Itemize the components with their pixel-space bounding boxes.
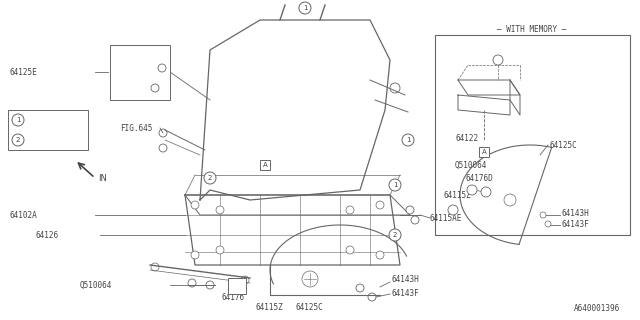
Text: IN: IN [98,173,107,182]
Circle shape [188,279,196,287]
Circle shape [504,194,516,206]
Circle shape [346,206,354,214]
Text: 1: 1 [406,137,410,143]
Text: Q510064: Q510064 [455,161,488,170]
Text: 64143F: 64143F [392,290,420,299]
Text: 64115Z: 64115Z [444,190,472,199]
Text: 64122: 64122 [455,133,478,142]
Circle shape [390,83,400,93]
Text: 64143H: 64143H [562,209,589,218]
Circle shape [540,212,546,218]
Text: 2: 2 [208,175,212,181]
Text: 64102A: 64102A [10,211,38,220]
Text: Q510064: Q510064 [80,281,113,290]
Text: Q710007: Q710007 [32,117,61,123]
Circle shape [368,293,376,301]
Text: 1: 1 [393,182,397,188]
Circle shape [158,64,166,72]
Text: 2: 2 [393,232,397,238]
Circle shape [406,206,414,214]
Text: 64125C: 64125C [550,140,578,149]
Circle shape [356,284,364,292]
Text: 64176: 64176 [222,293,245,302]
Text: 64126: 64126 [35,230,58,239]
Text: 64125E: 64125E [10,68,38,76]
Text: FIG.645: FIG.645 [120,124,152,132]
Bar [435,35,630,235]
Circle shape [389,229,401,241]
Circle shape [241,276,249,284]
Circle shape [191,251,199,259]
Text: 64125C: 64125C [295,303,323,313]
Circle shape [159,129,167,137]
Circle shape [346,246,354,254]
Circle shape [448,205,458,215]
Circle shape [545,221,551,227]
Circle shape [376,201,384,209]
Circle shape [389,179,401,191]
Text: 1: 1 [303,5,307,11]
Circle shape [12,134,24,146]
Circle shape [481,187,491,197]
Text: M120134: M120134 [32,137,61,143]
Bar [110,45,170,100]
Circle shape [493,55,503,65]
Text: 64143F: 64143F [562,220,589,228]
Circle shape [151,84,159,92]
Text: — WITH MEMORY —: — WITH MEMORY — [497,25,566,34]
Text: 64115AE: 64115AE [430,213,462,222]
Text: 1: 1 [16,117,20,123]
Bar [479,147,489,157]
Text: 64176D: 64176D [465,173,493,182]
Circle shape [302,271,318,287]
Text: 2: 2 [16,137,20,143]
Text: 64115Z: 64115Z [255,303,283,313]
Circle shape [299,2,311,14]
Text: A640001396: A640001396 [573,304,620,313]
Circle shape [467,185,477,195]
Circle shape [402,134,414,146]
Circle shape [216,246,224,254]
Text: 64143H: 64143H [392,276,420,284]
Circle shape [216,206,224,214]
Circle shape [191,201,199,209]
Circle shape [159,144,167,152]
Circle shape [376,251,384,259]
Circle shape [151,263,159,271]
Circle shape [411,216,419,224]
Text: A: A [262,162,268,168]
Circle shape [204,172,216,184]
Bar [260,160,270,170]
Text: A: A [482,149,486,155]
Circle shape [12,114,24,126]
Circle shape [206,281,214,289]
Bar [8,110,88,150]
Bar [228,278,246,294]
